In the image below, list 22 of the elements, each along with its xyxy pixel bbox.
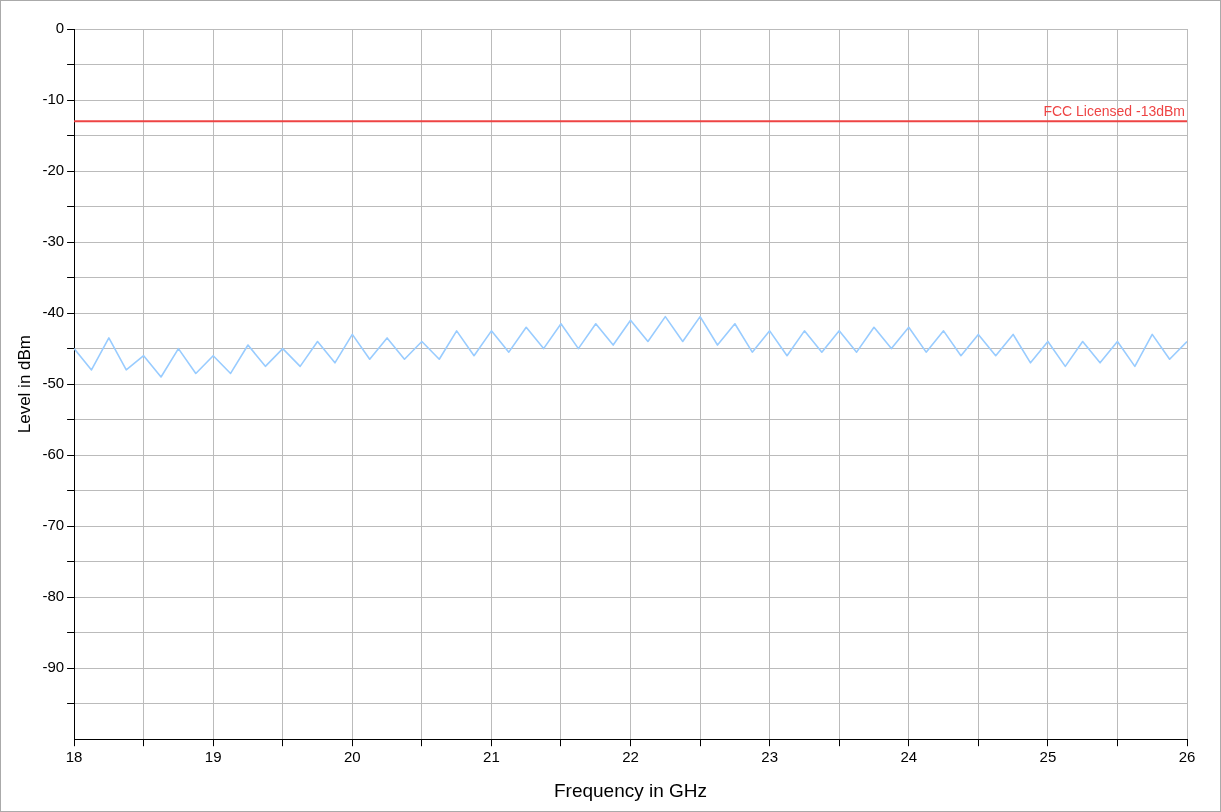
x-tick-label: 19 [204, 748, 222, 766]
y-tick-label: -10 [42, 90, 65, 108]
y-tick-label: 0 [55, 19, 65, 37]
x-tick-label: 23 [761, 748, 778, 766]
y-tick-label: -90 [42, 658, 65, 676]
y-tick-label: -50 [42, 374, 65, 392]
x-tick-label: 25 [1039, 748, 1057, 766]
x-tick-label: 26 [1178, 748, 1196, 766]
y-tick-label: -20 [42, 161, 65, 179]
x-tick-label: 18 [65, 748, 83, 766]
y-tick-label: -40 [42, 303, 65, 321]
ref-line-label: FCC Licensed -13dBm [1043, 103, 1185, 120]
y-tick-label: -70 [42, 516, 65, 534]
y-tick-label: -60 [42, 445, 65, 463]
x-tick-label: 21 [483, 748, 500, 766]
x-tick-label: 20 [343, 748, 361, 766]
y-tick-label: -80 [42, 587, 65, 605]
y-tick-label: -30 [42, 232, 65, 250]
x-axis-title: Frequency in GHz [553, 779, 708, 801]
x-tick-label: 22 [622, 748, 639, 766]
x-tick-label: 24 [900, 748, 918, 766]
y-axis-title: Level in dBm [14, 334, 34, 434]
